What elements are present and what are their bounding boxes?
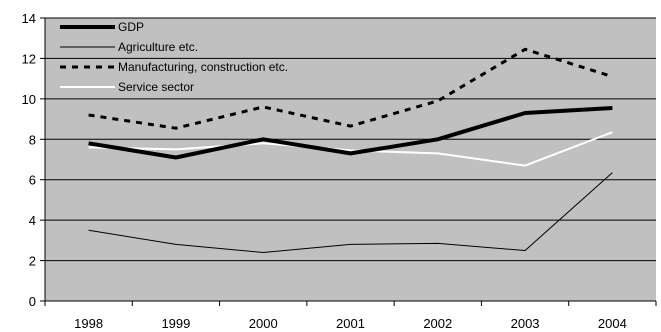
axes: 0 2 4 6 8 10 12 14 1998 1999 2000 2001 2002 2003 2004 bbox=[22, 11, 657, 331]
legend-label: Manufacturing, construction etc. bbox=[118, 60, 288, 74]
y-tick-label: 14 bbox=[22, 11, 36, 26]
x-tick-label: 1998 bbox=[74, 316, 103, 331]
y-tick-label: 2 bbox=[29, 254, 36, 269]
x-tick-label: 1999 bbox=[161, 316, 190, 331]
x-tick-label: 2002 bbox=[423, 316, 452, 331]
legend-label: Service sector bbox=[118, 80, 194, 94]
x-tick-label: 2003 bbox=[511, 316, 540, 331]
plot-area bbox=[45, 18, 656, 301]
legend-label: GDP bbox=[118, 20, 144, 34]
x-tick-label: 2001 bbox=[336, 316, 365, 331]
y-tick-label: 10 bbox=[22, 92, 36, 107]
gridlines bbox=[45, 17, 656, 262]
series-line-manufacturing-construction-etc bbox=[88, 47, 613, 130]
series-line-gdp bbox=[88, 106, 613, 160]
series-line-service-sector bbox=[88, 131, 613, 167]
legend: GDP Agriculture etc. Manufacturing, constr… bbox=[60, 20, 288, 94]
series-lines bbox=[88, 47, 613, 253]
legend-label: Agriculture etc. bbox=[118, 40, 198, 54]
y-tick-label: 12 bbox=[22, 51, 36, 66]
series-line-agriculture-etc bbox=[88, 172, 613, 253]
x-tick-label: 2004 bbox=[598, 316, 627, 331]
x-tick-label: 2000 bbox=[249, 316, 278, 331]
y-tick-label: 6 bbox=[29, 173, 36, 188]
y-tick-label: 4 bbox=[29, 213, 36, 228]
y-tick-label: 0 bbox=[29, 294, 36, 309]
y-tick-label: 8 bbox=[29, 132, 36, 147]
